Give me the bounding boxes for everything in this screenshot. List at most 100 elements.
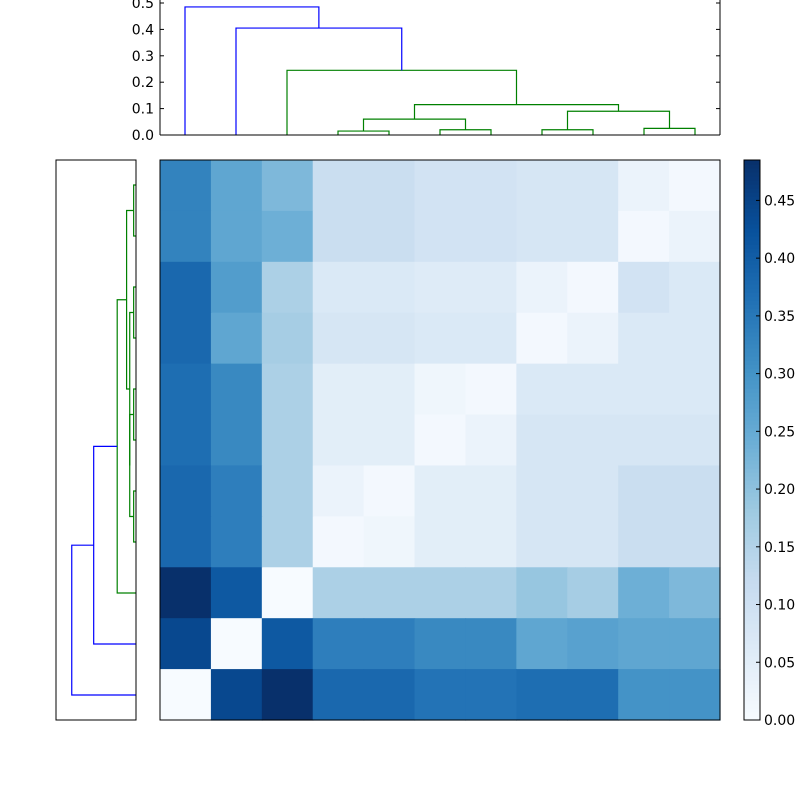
colorbar-segment <box>744 660 760 665</box>
top-dendrogram-link <box>184 6 320 135</box>
colorbar-segment <box>744 668 760 673</box>
colorbar-segment <box>744 236 760 241</box>
heatmap-cell <box>414 465 467 517</box>
colorbar-segment <box>744 184 760 189</box>
heatmap-cell <box>567 312 619 365</box>
colorbar-segment <box>744 560 760 565</box>
colorbar-segment <box>744 428 760 433</box>
heatmap-cell <box>567 363 619 416</box>
colorbar-segment <box>744 512 760 517</box>
colorbar-segment <box>744 700 760 705</box>
colorbar-segment <box>744 224 760 229</box>
heatmap-cell <box>363 618 416 670</box>
heatmap-cell <box>312 669 365 721</box>
colorbar-frame <box>743 159 761 721</box>
heatmap-cell <box>160 567 212 619</box>
heatmap-cell <box>516 312 568 365</box>
colorbar-segment <box>744 400 760 405</box>
colorbar-segment <box>744 388 760 393</box>
colorbar-segment <box>744 276 760 281</box>
colorbar-tick-label: 0.45 <box>764 193 795 209</box>
colorbar-segment <box>744 680 760 685</box>
heatmap-cell <box>516 261 568 314</box>
heatmap-cell <box>160 465 212 517</box>
heatmap-cell <box>210 567 263 619</box>
heatmap-cell <box>669 465 721 517</box>
heatmap-cell <box>210 261 263 314</box>
heatmap-cell <box>312 210 365 263</box>
heatmap-cell <box>567 414 619 467</box>
colorbar-segment <box>744 280 760 285</box>
colorbar-segment <box>744 608 760 613</box>
heatmap-cell <box>363 465 416 517</box>
colorbar-segment <box>744 272 760 277</box>
colorbar-segment <box>744 564 760 569</box>
heatmap-cell <box>414 261 467 314</box>
top-dendrogram-tick-label: 0.5 <box>132 0 154 12</box>
heatmap-cell <box>363 363 416 416</box>
heatmap-cell <box>567 618 619 670</box>
colorbar-segment <box>744 312 760 317</box>
colorbar-segment <box>744 628 760 633</box>
heatmap-cell <box>618 669 670 721</box>
heatmap-cell <box>160 414 212 467</box>
heatmap-cell <box>261 618 314 670</box>
colorbar-segment <box>744 524 760 529</box>
heatmap <box>159 159 721 721</box>
colorbar-segment <box>744 468 760 473</box>
colorbar-segment <box>744 216 760 221</box>
heatmap-cell <box>261 312 314 365</box>
heatmap-cell <box>261 669 314 721</box>
colorbar-segment <box>744 480 760 485</box>
colorbar-segment <box>744 676 760 681</box>
top-dendrogram-link <box>541 129 594 135</box>
colorbar-segment <box>744 352 760 357</box>
top-dendrogram-tick-label: 0.2 <box>132 75 154 91</box>
heatmap-cell <box>210 516 263 568</box>
heatmap-cell <box>669 567 721 619</box>
colorbar-segment <box>744 612 760 617</box>
colorbar-segment <box>744 296 760 301</box>
heatmap-cell <box>210 669 263 721</box>
colorbar-segment <box>744 444 760 449</box>
colorbar-segment <box>744 476 760 481</box>
heatmap-cell <box>160 363 212 416</box>
colorbar-segment <box>744 260 760 265</box>
colorbar-segment <box>744 328 760 333</box>
colorbar-segment <box>744 528 760 533</box>
colorbar-segment <box>744 408 760 413</box>
heatmap-cell <box>210 414 263 467</box>
colorbar-tick-label: 0.05 <box>764 655 795 671</box>
colorbar-segment <box>744 228 760 233</box>
colorbar-segment <box>744 336 760 341</box>
colorbar-segment <box>744 356 760 361</box>
colorbar-segment <box>744 632 760 637</box>
colorbar-segment <box>744 248 760 253</box>
heatmap-cell <box>669 516 721 568</box>
colorbar-segment <box>744 288 760 293</box>
colorbar-segment <box>744 484 760 489</box>
heatmap-cell <box>312 160 365 212</box>
top-dendrogram: 0.0 0.1 0.2 0.3 0.4 0.5 <box>132 0 721 144</box>
colorbar-segment <box>744 540 760 545</box>
colorbar-segment <box>744 320 760 325</box>
colorbar-segment <box>744 448 760 453</box>
colorbar-segment <box>744 364 760 369</box>
heatmap-cell <box>312 618 365 670</box>
heatmap-cell <box>669 312 721 365</box>
colorbar-segment <box>744 396 760 401</box>
colorbar-segment <box>744 664 760 669</box>
colorbar-segment <box>744 488 760 493</box>
heatmap-cell <box>618 414 670 467</box>
colorbar-segment <box>744 180 760 185</box>
heatmap-cell <box>414 160 467 212</box>
heatmap-cell <box>516 669 568 721</box>
colorbar-segment <box>744 504 760 509</box>
heatmap-cell <box>618 210 670 263</box>
colorbar-segment <box>744 500 760 505</box>
colorbar-segment <box>744 232 760 237</box>
colorbar-segment <box>744 652 760 657</box>
colorbar-segment <box>744 644 760 649</box>
colorbar-segment <box>744 716 760 721</box>
heatmap-cell <box>516 160 568 212</box>
